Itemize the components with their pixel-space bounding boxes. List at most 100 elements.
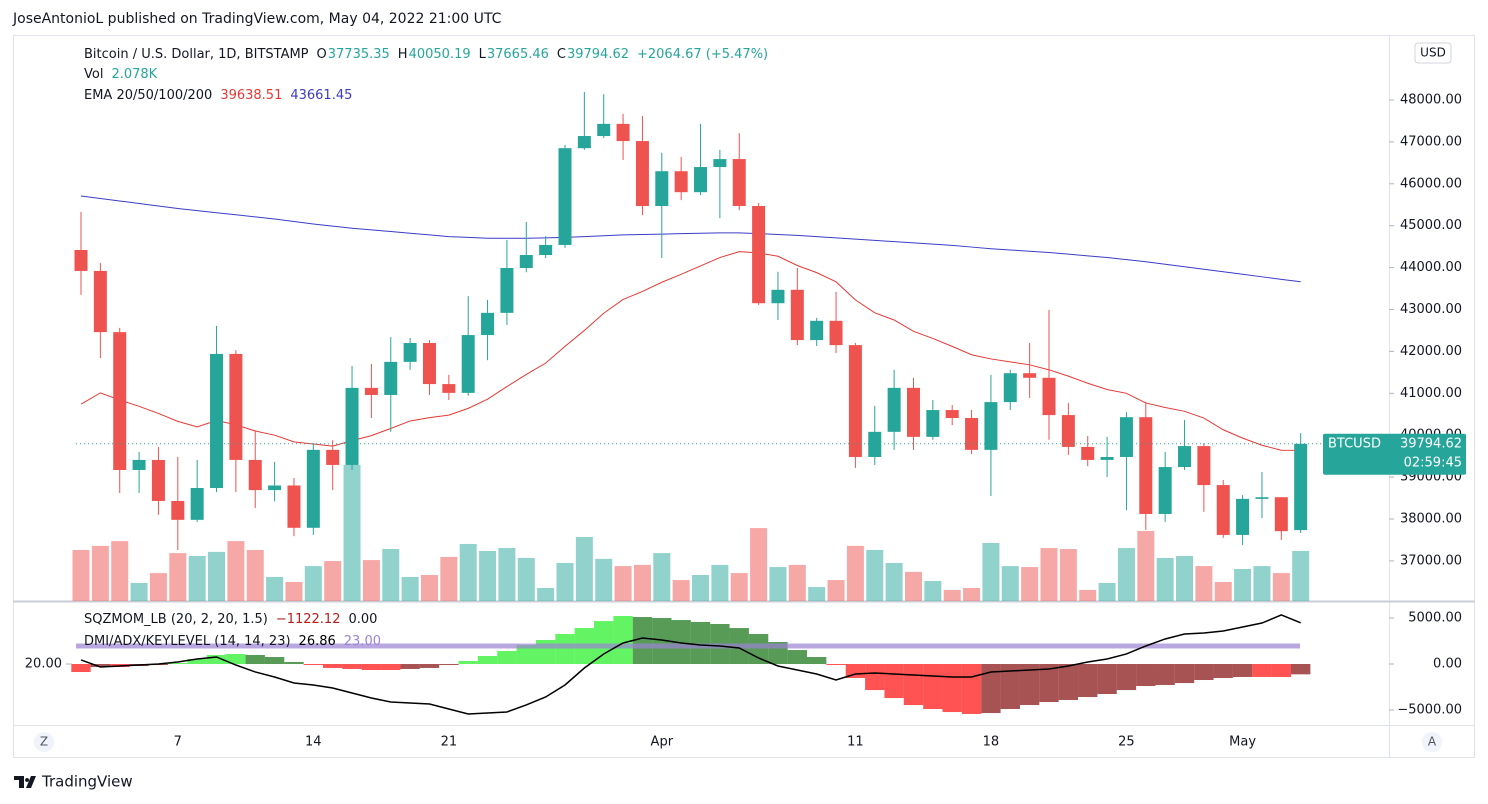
volume-bar [440,556,458,601]
candle-body [558,148,572,245]
candle-body [1100,456,1114,460]
candle-body [635,141,649,206]
volume-bar [556,562,574,601]
volume-bar [1117,548,1135,601]
adx-value: 26.86 [299,634,336,649]
candle-body [326,449,340,465]
ema-line [80,195,1301,283]
momentum-column [652,618,672,665]
volume-bar [653,553,671,601]
tradingview-logo: TradingView [14,773,133,791]
candle-body [597,123,611,137]
price-tick-label: 38000.00 [1400,511,1462,526]
momentum-column [516,644,536,665]
volume-bar [362,560,380,601]
volume-bar [866,549,884,601]
momentum-column [1213,664,1233,678]
candle-body [1274,497,1288,532]
momentum-column [323,664,343,668]
momentum-column [884,664,904,699]
candle-body [655,171,669,206]
momentum-column [1078,664,1098,698]
candle-body [210,353,224,488]
candle-body [248,459,262,491]
legend-ema: EMA 20/50/100/200 39638.51 43661.45 [84,88,352,103]
volume-bar [149,573,167,601]
volume-bar [633,564,651,601]
momentum-tick-label: 0.00 [1433,657,1462,672]
momentum-column [748,634,769,665]
volume-bar [91,545,109,601]
momentum-column [555,634,575,665]
price-tick-label: 41000.00 [1400,386,1462,401]
candle-body [1158,467,1172,514]
candle-body [151,459,165,501]
volume-bar [1059,549,1077,601]
axis-button-label[interactable]: A [1428,735,1437,749]
candle-body [1255,497,1269,499]
candle-body [1197,446,1211,486]
axis-button-label[interactable]: Z [40,735,48,749]
candle-body [500,268,514,313]
axis-button[interactable] [1422,732,1442,752]
momentum-column [613,615,633,665]
candle-body [732,159,746,206]
candle-body [906,387,920,437]
momentum-column [303,664,323,666]
volume-bar [285,581,303,601]
candle-body [1178,446,1192,468]
ema-value: 43661.45 [290,88,352,103]
momentum-column [1000,664,1020,709]
candle-body [713,159,727,168]
x-tick-label: 18 [983,735,1000,750]
candle-body [287,485,301,528]
candle-body [1003,373,1017,403]
price-tick-label: 48000.00 [1400,92,1462,107]
candle-body [868,431,882,457]
volume-bar [208,551,226,601]
volume-bar [963,588,981,601]
volume-bar [188,555,206,601]
candle-body [848,345,862,457]
candle-body [926,410,940,437]
momentum-column [361,664,382,670]
price-tag-symbol: BTCUSD [1328,436,1381,451]
volume-bar [788,564,806,601]
candle-body [1216,485,1230,535]
volume-bar [575,536,593,601]
volume-bar [1021,567,1039,601]
ohlc-value: 40050.19 [409,47,471,62]
dmi-tick-label: 20.00 [25,656,62,671]
momentum-column [1097,664,1117,694]
candle-body [577,136,591,149]
momentum-column [671,620,691,665]
ohlc-value: 37665.46 [487,47,549,62]
volume-bar [169,553,187,601]
change-value: +2064.67 (+5.47%) [637,47,768,62]
candle-body [887,387,901,432]
volume-bar [498,548,516,601]
momentum-column [245,654,265,665]
dmi-title: DMI/ADX/KEYLEVEL (14, 14, 23) [84,634,291,649]
candle-body [461,335,475,393]
candle-body [113,332,127,470]
volume-bar [750,528,768,601]
candle-body [616,123,630,142]
candle-body [93,270,107,333]
price-tag-value: 39794.62 [1400,436,1462,451]
candle-body [1294,443,1308,531]
candle-body [442,384,456,393]
candle-body [1061,415,1075,447]
volume-bar [1234,568,1252,601]
axis-button[interactable] [34,732,54,752]
candle-body [790,289,804,341]
momentum-column [1232,664,1253,677]
candle-body [945,410,959,419]
momentum-column [381,664,401,670]
ema-value: 39638.51 [220,88,282,103]
candle-body [1023,373,1037,378]
ohlc-letter: C [557,47,566,62]
squeeze-title: SQZMOM_LB (20, 2, 20, 1.5) [84,612,268,627]
momentum-column [342,664,362,669]
